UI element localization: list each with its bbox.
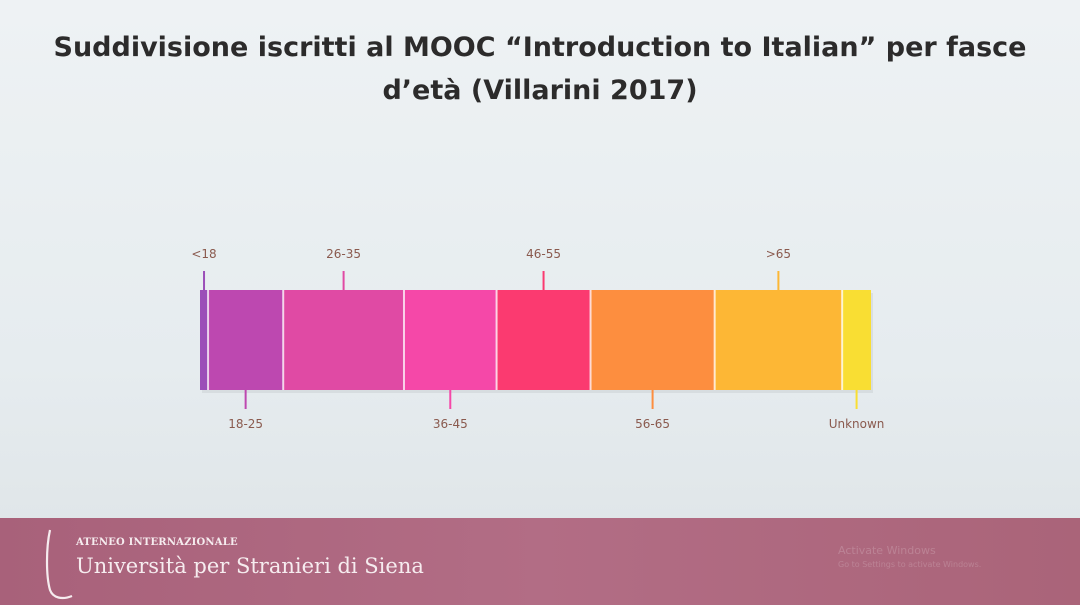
- category-label-8: Unknown: [829, 417, 885, 431]
- bar-segment-1: [200, 290, 209, 390]
- slide-title: Suddivisione iscritti al MOOC “Introduct…: [40, 26, 1040, 112]
- bar-segment-6: [590, 290, 715, 390]
- watermark-title: Activate Windows: [838, 544, 936, 557]
- bar-segment-5: [496, 290, 591, 390]
- bar-segment-4: [403, 290, 497, 390]
- university-logo-icon: [45, 529, 73, 600]
- title-line-2: d’età (Villarini 2017): [382, 75, 698, 106]
- org-name: Università per Stranieri di Siena: [76, 554, 424, 578]
- category-label-5: 46-55: [526, 247, 561, 261]
- bar-segment-7: [714, 290, 843, 390]
- category-label-3: 26-35: [326, 247, 361, 261]
- category-label-1: <18: [191, 247, 216, 261]
- category-label-2: 18-25: [228, 417, 263, 431]
- category-label-7: >65: [766, 247, 791, 261]
- bar-segment-3: [283, 290, 404, 390]
- bar-segment-2: [208, 290, 284, 390]
- activation-watermark: Activate Windows Go to Settings to activ…: [838, 544, 1058, 569]
- org-label-top: ATENEO INTERNAZIONALE: [76, 537, 238, 548]
- category-label-6: 56-65: [635, 417, 670, 431]
- title-line-1: Suddivisione iscritti al MOOC “Introduct…: [53, 32, 1027, 63]
- footer-banner: ATENEO INTERNAZIONALE Università per Str…: [0, 518, 1080, 605]
- bar-segment-8: [842, 290, 871, 390]
- category-label-4: 36-45: [433, 417, 468, 431]
- watermark-subtitle: Go to Settings to activate Windows.: [838, 560, 982, 569]
